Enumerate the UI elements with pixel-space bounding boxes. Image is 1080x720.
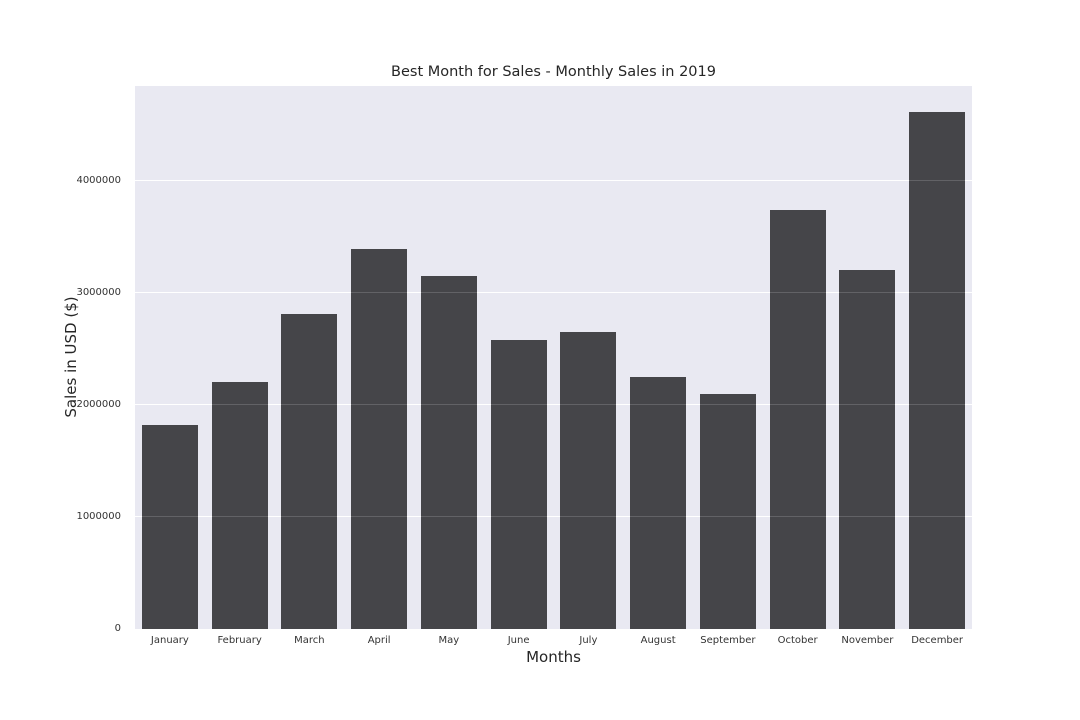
bar-september	[699, 393, 756, 629]
plot-area	[135, 86, 972, 630]
y-tick-label: 3000000	[76, 286, 121, 298]
x-axis-tick-labels: January February March April May June July Augu…	[135, 635, 972, 649]
chart-title: Best Month for Sales - Monthly Sales in …	[391, 64, 716, 80]
x-tick-label-october: October	[777, 635, 818, 646]
bar-march	[281, 314, 338, 629]
y-tick-label: 1000000	[76, 510, 121, 522]
gridline	[135, 292, 972, 294]
gridline	[135, 628, 972, 630]
x-tick-label-june: June	[507, 635, 530, 646]
y-axis-tick-labels: 0 1000000 2000000 3000000 4000000	[0, 86, 128, 634]
x-tick-label-march: March	[294, 635, 325, 646]
x-tick-label-september: September	[700, 635, 756, 646]
gridline	[135, 404, 972, 406]
gridline	[135, 628, 972, 630]
x-tick-label-july: July	[579, 635, 598, 646]
gridline	[135, 292, 972, 294]
gridline	[135, 180, 972, 182]
bar-january	[141, 424, 198, 629]
x-axis-label: Months	[526, 648, 581, 666]
x-tick-label-may: May	[438, 635, 460, 646]
gridline	[135, 180, 972, 182]
bar-november	[839, 270, 896, 629]
y-tick-label: 2000000	[76, 398, 121, 410]
bar-october	[769, 210, 826, 629]
y-tick-label: 4000000	[76, 174, 121, 186]
bar-august	[630, 377, 687, 629]
x-tick-label-january: January	[150, 635, 189, 646]
x-tick-label-february: February	[217, 635, 262, 646]
bar-february	[211, 382, 268, 629]
bar-may	[420, 275, 477, 629]
x-tick-label-november: November	[841, 635, 894, 646]
x-tick-label-august: August	[640, 635, 676, 646]
x-tick-label-december: December	[911, 635, 964, 646]
bar-july	[560, 332, 617, 629]
gridline	[135, 516, 972, 518]
bar-december	[909, 111, 966, 629]
y-tick-label: 0	[114, 623, 121, 634]
bar-june	[490, 340, 547, 629]
bar-april	[351, 248, 408, 629]
gridline	[135, 516, 972, 518]
x-tick-label-april: April	[367, 635, 391, 646]
gridline	[135, 404, 972, 406]
